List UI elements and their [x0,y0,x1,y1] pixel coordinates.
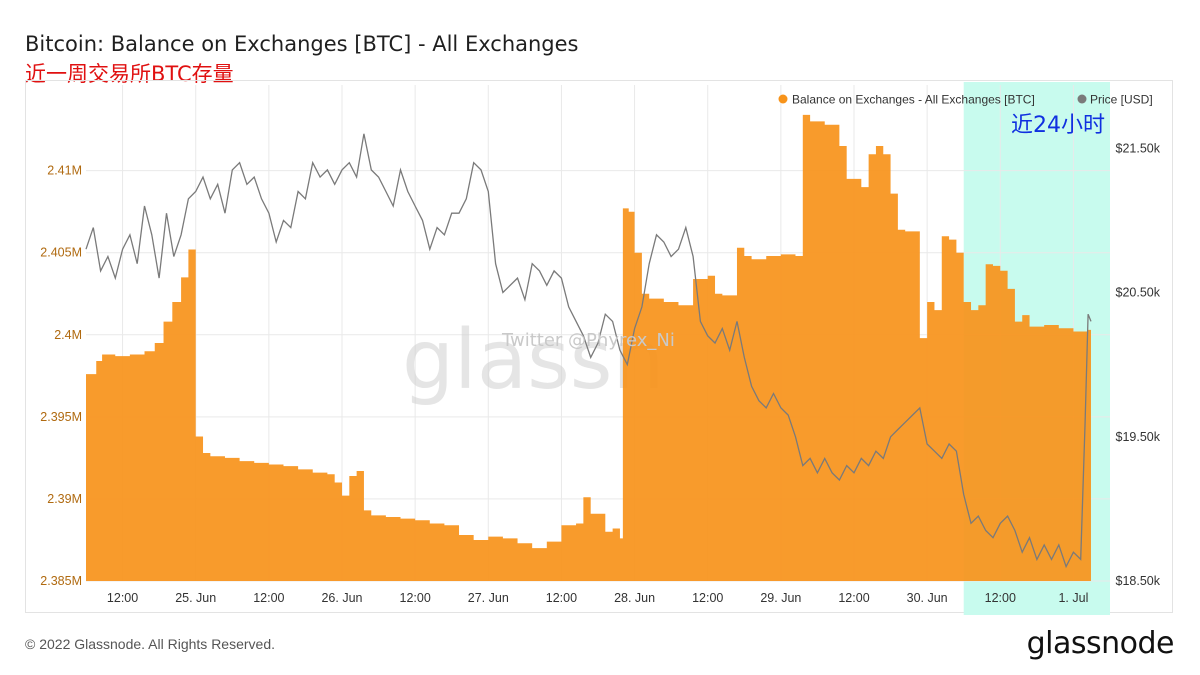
page-title: Bitcoin: Balance on Exchanges [BTC] - Al… [25,32,579,56]
left-tick-label: 2.405M [40,246,82,260]
x-tick-label: 12:00 [107,591,138,605]
x-tick-label: 29. Jun [760,591,801,605]
watermark-logo: glassn [402,313,665,408]
chart-frame [25,80,1173,613]
legend-price-swatch [1077,94,1087,104]
x-tick-label: 25. Jun [175,591,216,605]
watermark-twitter: Twitter @Phyrex_Ni [501,330,675,351]
x-tick-label: 12:00 [838,591,869,605]
x-tick-label: 12:00 [253,591,284,605]
last-24h-label: 近24小时 [1011,113,1105,138]
x-tick-label: 28. Jun [614,591,655,605]
legend: Balance on Exchanges - All Exchanges [BT… [778,93,1153,107]
legend-balance-swatch [778,94,788,104]
x-tick-label: 30. Jun [907,591,948,605]
balance-area [86,114,1091,582]
x-tick-label: 1. Jul [1058,591,1088,605]
copyright-text: © 2022 Glassnode. All Rights Reserved. [25,636,276,652]
x-tick-label: 26. Jun [321,591,362,605]
x-axis: 12:00 25. Jun 12:00 26. Jun 12:00 27. Jun 12:0… [107,591,1088,605]
x-tick-label: 12:00 [985,591,1016,605]
brand-logo: glassnode [1026,626,1175,661]
x-tick-label: 12:00 [400,591,431,605]
left-tick-label: 2.395M [40,410,82,424]
left-axis: 2.385M 2.39M 2.395M 2.4M 2.405M 2.41M [40,164,82,588]
price-line [85,133,1092,569]
page-subtitle: 近一周交易所BTC存量 [25,62,234,86]
legend-price-label: Price [USD] [1090,93,1153,107]
x-tick-label: 12:00 [546,591,577,605]
x-tick-label: 27. Jun [468,591,509,605]
legend-balance-label: Balance on Exchanges - All Exchanges [BT… [792,93,1035,107]
left-tick-label: 2.4M [54,328,82,342]
right-tick-label: $18.50k [1116,574,1161,588]
x-tick-label: 12:00 [692,591,723,605]
left-tick-label: 2.41M [47,164,82,178]
right-tick-label: $20.50k [1116,286,1161,300]
right-axis: $18.50k $19.50k $20.50k $21.50k [1116,141,1161,588]
right-tick-label: $19.50k [1116,430,1161,444]
left-tick-label: 2.39M [47,492,82,506]
right-tick-label: $21.50k [1116,141,1161,155]
left-tick-label: 2.385M [40,574,82,588]
